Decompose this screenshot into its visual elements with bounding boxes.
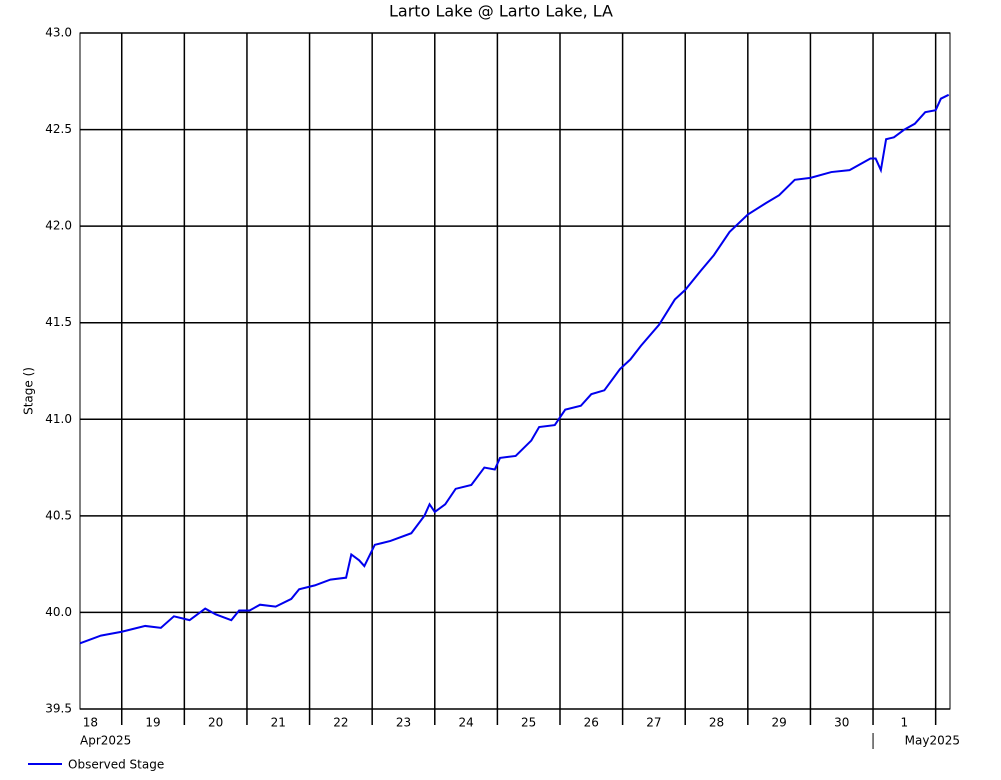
chart-title: Larto Lake @ Larto Lake, LA	[389, 2, 613, 21]
x-tick-label: 19	[145, 716, 160, 730]
x-tick-label: 28	[709, 716, 724, 730]
x-tick-label: 18	[83, 716, 98, 730]
y-tick-label: 42.0	[45, 219, 72, 233]
y-axis-label: Stage ()	[22, 367, 36, 415]
y-tick-label: 42.5	[45, 122, 72, 136]
period-label: Apr2025	[80, 734, 131, 748]
x-tick-label: 22	[333, 716, 348, 730]
x-tick-label: 25	[521, 716, 536, 730]
x-tick-label: 29	[771, 716, 786, 730]
y-tick-label: 43.0	[45, 26, 72, 40]
x-tick-label: 1	[901, 716, 909, 730]
x-tick-label: 26	[584, 716, 599, 730]
x-tick-label: 27	[646, 716, 661, 730]
x-tick-label: 24	[458, 716, 473, 730]
x-tick-label: 23	[396, 716, 411, 730]
x-tick-label: 20	[208, 716, 223, 730]
period-label: May2025	[905, 734, 960, 748]
legend-label: Observed Stage	[68, 758, 164, 772]
y-tick-label: 41.0	[45, 412, 72, 426]
y-tick-label: 40.0	[45, 605, 72, 619]
y-tick-label: 40.5	[45, 508, 72, 522]
x-tick-label: 21	[271, 716, 286, 730]
plot-frame	[79, 32, 951, 710]
x-tick-label: 30	[834, 716, 849, 730]
data-line	[79, 93, 950, 645]
y-tick-label: 41.5	[45, 315, 72, 329]
y-tick-label: 39.5	[45, 702, 72, 716]
